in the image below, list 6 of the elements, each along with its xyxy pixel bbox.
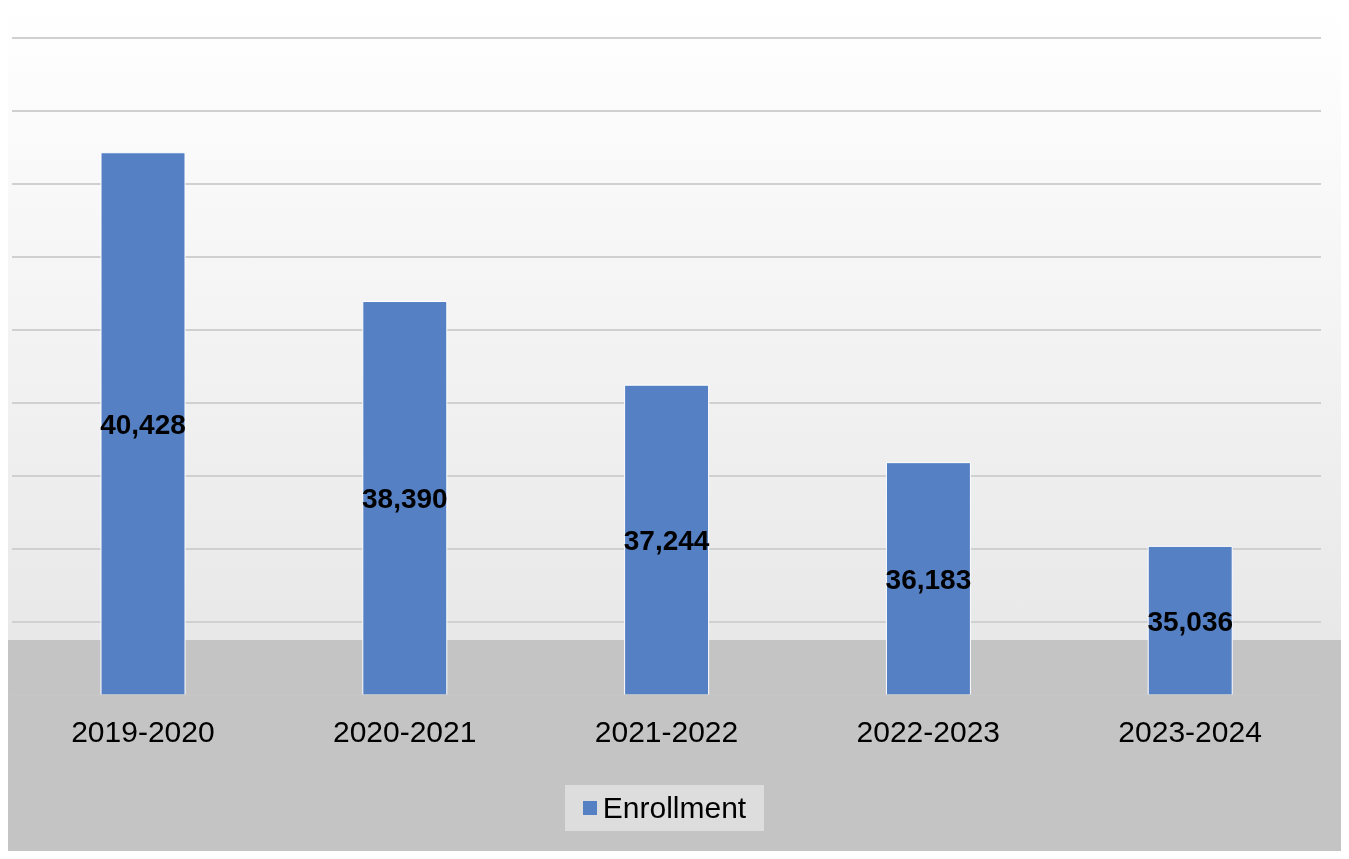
x-tick-label: 2020-2021 [332,715,477,749]
text: Enrollment [602,791,747,825]
x-tick-label: 2019-2020 [71,715,215,749]
x-tick-label: 2022-2023 [856,715,1001,749]
x-tick-label: 2023-2024 [1118,715,1262,749]
x-tick-label: 2021-2022 [594,715,739,749]
